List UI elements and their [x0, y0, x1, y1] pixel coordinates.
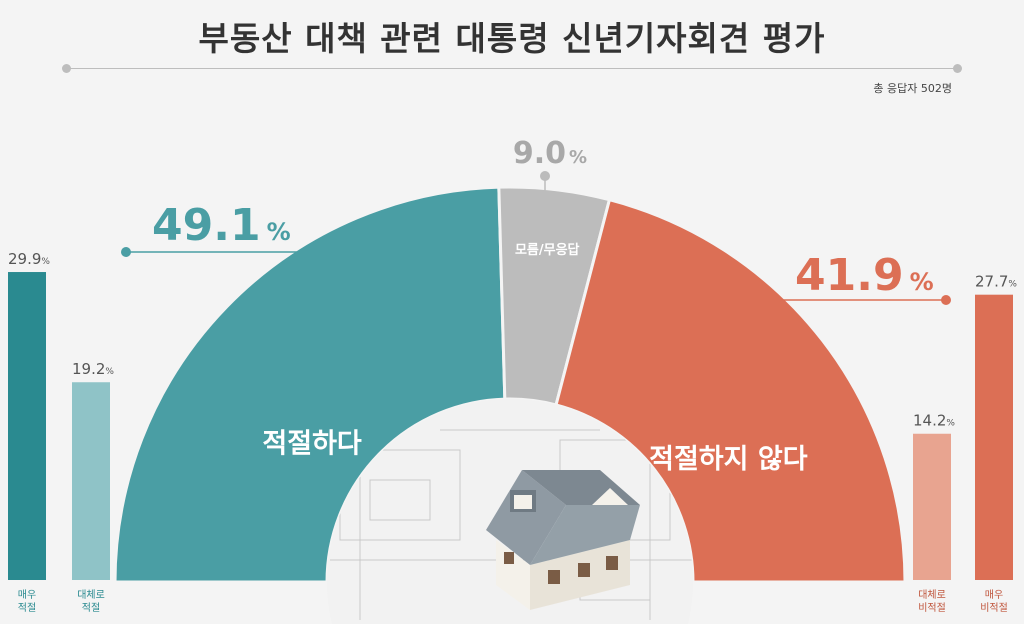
divider-dot-left [62, 64, 71, 73]
bar-category-label: 적절 [18, 601, 36, 614]
bar-value-unit: % [946, 419, 955, 429]
bar [8, 272, 46, 580]
bar-value-unit: % [41, 257, 50, 267]
bar-value-number: 19.2 [72, 360, 105, 378]
pie-slice-label: 적절하다 [262, 428, 362, 459]
bar-value-label: 19.2% [72, 360, 114, 378]
value-number: 49.1 [152, 200, 261, 251]
value-label-unknown: 9.0% [513, 136, 587, 171]
title-divider [67, 68, 957, 69]
bar-value-number: 27.7 [975, 273, 1008, 291]
value-label-disagree: 41.9% [795, 250, 934, 301]
house-icon [486, 470, 640, 610]
bar-category-label: 매우 [18, 589, 36, 601]
bar-category-label: 비적절 [918, 601, 946, 614]
pie-slice-label: 적절하지 않다 [649, 444, 808, 475]
value-unit: % [910, 268, 934, 296]
bar-category-label: 비적절 [980, 601, 1008, 614]
divider-dot-right [953, 64, 962, 73]
callout-dot-right [941, 295, 951, 305]
bar-category-label: 대체로 [77, 589, 105, 601]
bar-value-label: 14.2% [913, 412, 955, 430]
value-label-agree: 49.1% [152, 200, 291, 251]
bar [975, 294, 1013, 580]
bar-value-number: 29.9 [8, 250, 41, 268]
value-number: 9.0 [513, 136, 566, 171]
value-unit: % [569, 147, 587, 168]
bar-value-unit: % [1008, 280, 1017, 290]
page-title: 부동산 대책 관련 대통령 신년기자회견 평가 [198, 19, 826, 58]
value-unit: % [267, 218, 291, 246]
bar [72, 382, 110, 580]
value-number: 41.9 [795, 250, 904, 301]
bar [913, 433, 951, 580]
bar-value-label: 27.7% [975, 273, 1017, 291]
bar-category-label: 매우 [985, 589, 1003, 601]
callout-dot-left [121, 247, 131, 257]
pie-slice-label: 모름/무응답 [515, 243, 580, 258]
bar-value-label: 29.9% [8, 250, 50, 268]
bar-category-label: 대체로 [918, 589, 946, 601]
bar-value-unit: % [105, 367, 114, 377]
bar-category-label: 적절 [82, 601, 100, 614]
respondent-count: 총 응답자 502명 [873, 82, 952, 95]
callout-dot-top [540, 171, 550, 181]
bar-value-number: 14.2 [913, 412, 946, 430]
pie-slice [554, 197, 907, 584]
